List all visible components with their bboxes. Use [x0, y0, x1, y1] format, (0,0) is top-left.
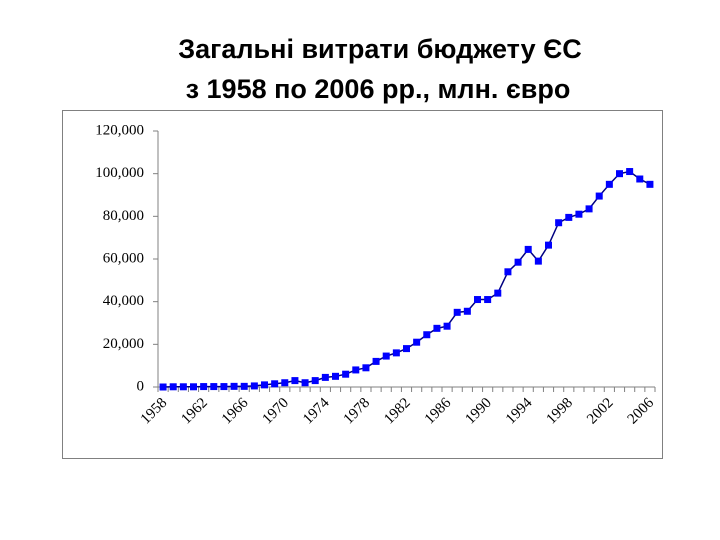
y-tick-label: 40,000: [103, 293, 144, 309]
x-tick-label: 1958: [138, 395, 171, 428]
data-point: [626, 168, 634, 176]
data-point: [240, 382, 248, 390]
data-point: [382, 352, 390, 360]
data-point: [230, 382, 238, 390]
data-point: [311, 377, 319, 385]
data-point: [494, 289, 502, 297]
y-tick-label: 80,000: [103, 208, 144, 224]
data-point: [534, 257, 542, 265]
x-tick-label: 1982: [381, 395, 414, 428]
y-tick-label: 100,000: [95, 165, 144, 181]
data-point: [291, 377, 299, 385]
data-point: [352, 366, 360, 374]
chart-subtitle: з 1958 по 2006 рр., млн. євро: [186, 74, 571, 104]
x-tick-label: 1970: [260, 395, 293, 428]
data-point: [413, 338, 421, 346]
y-tick-label: 20,000: [103, 336, 144, 352]
data-point: [585, 205, 593, 213]
data-point: [605, 180, 613, 188]
x-tick-label: 1978: [341, 395, 374, 428]
x-tick-label: 1994: [503, 395, 536, 428]
x-tick-label: 1986: [422, 395, 455, 428]
data-point: [220, 383, 228, 391]
y-tick-label: 120,000: [95, 122, 144, 138]
x-tick-label: 1962: [178, 395, 211, 428]
data-point: [271, 380, 279, 388]
data-point: [250, 382, 258, 390]
data-point: [392, 349, 400, 357]
x-tick-label: 2002: [584, 395, 617, 428]
data-point: [545, 241, 552, 249]
data-point: [524, 245, 532, 253]
data-point: [636, 175, 644, 183]
data-point: [200, 383, 208, 391]
x-tick-label: 1990: [462, 395, 495, 428]
data-point: [159, 383, 167, 391]
data-point: [281, 379, 289, 387]
data-point: [332, 372, 339, 380]
series-line: [163, 170, 651, 388]
data-point: [169, 383, 177, 391]
data-point: [261, 381, 268, 389]
x-tick-label: 1974: [300, 395, 333, 428]
data-point: [646, 180, 654, 188]
data-point: [474, 296, 481, 304]
data-point: [372, 357, 380, 365]
data-point: [575, 210, 583, 218]
data-point: [433, 324, 441, 332]
data-point: [190, 383, 197, 391]
data-point: [555, 219, 563, 227]
y-tick-label: 0: [137, 378, 145, 394]
x-tick-label: 1966: [219, 395, 252, 428]
data-point: [484, 296, 492, 304]
chart-title: Загальні витрати бюджету ЄС: [178, 34, 582, 64]
data-point: [342, 370, 350, 378]
data-point: [565, 213, 573, 221]
data-point: [463, 307, 471, 315]
data-point: [403, 345, 410, 353]
x-tick-label: 2006: [625, 395, 658, 428]
chart-frame: [62, 110, 663, 459]
data-point: [595, 192, 603, 200]
data-point: [504, 268, 512, 276]
data-point: [362, 364, 370, 372]
data-point: [514, 258, 522, 266]
data-point: [443, 322, 451, 330]
data-point: [321, 373, 329, 381]
y-tick-label: 60,000: [103, 250, 144, 266]
data-point: [179, 383, 187, 391]
data-point: [453, 308, 461, 316]
data-point: [616, 170, 623, 178]
x-tick-label: 1998: [544, 395, 577, 428]
data-point: [301, 379, 309, 387]
data-point: [423, 331, 431, 339]
data-point: [210, 383, 218, 391]
